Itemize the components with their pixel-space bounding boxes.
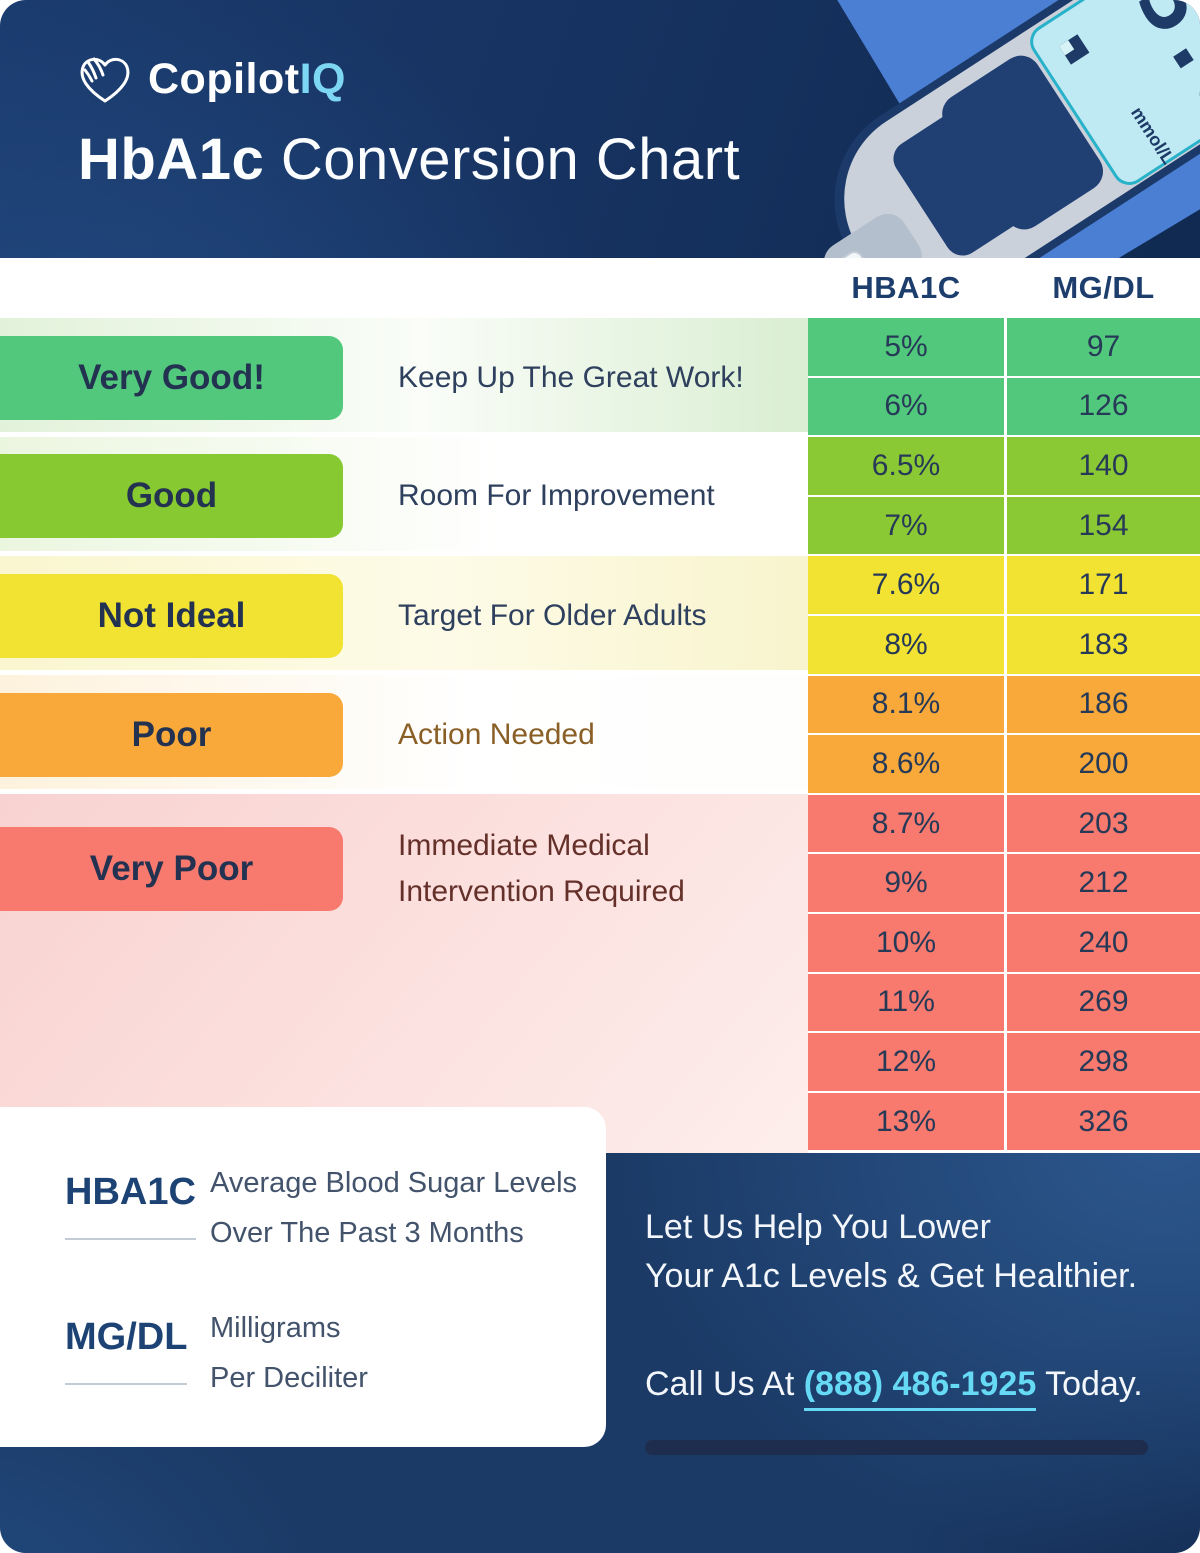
conversion-table: 5% 97 6% 126 6.5% 140 7% 154 7.6% 171 8% 183 8… (808, 318, 1200, 1153)
table-row: 12% 298 (808, 1033, 1200, 1091)
hba1c-value: 8.7% (808, 794, 1004, 853)
mgdl-value: 140 (1007, 437, 1200, 495)
table-row: 8% 183 (808, 615, 1200, 674)
hba1c-value: 11% (808, 973, 1004, 1032)
mgdl-value: 154 (1007, 496, 1200, 555)
call-suffix: Today. (1036, 1365, 1143, 1403)
call-line: Call Us At (888) 486-1925 Today. (645, 1365, 1143, 1411)
legend-term-hba1c: HBA1C (65, 1172, 196, 1240)
tier-description-good: Room For Improvement (398, 479, 715, 512)
hba1c-value: 8.6% (808, 735, 1004, 793)
table-row: 7% 154 (808, 496, 1200, 555)
table-row: 13% 326 (808, 1092, 1200, 1151)
mgdl-value: 269 (1007, 973, 1200, 1032)
column-header-mgdl: MG/DL (1007, 258, 1200, 318)
glucose-meter-illustration: 5.8 mmol/L (724, 0, 1200, 258)
table-row: 11% 269 (808, 973, 1200, 1032)
legend-term-mgdl: MG/DL (65, 1317, 188, 1385)
tier-description-not-ideal: Target For Older Adults (398, 599, 707, 632)
tier-badge-very-poor: Very Poor (0, 827, 343, 911)
mgdl-value: 183 (1007, 615, 1200, 674)
table-row: 7.6% 171 (808, 556, 1200, 614)
phone-number-link[interactable]: (888) 486-1925 (803, 1365, 1037, 1411)
page-title-bold: HbA1c (78, 127, 265, 192)
hba1c-value: 7% (808, 496, 1004, 555)
brand-name: CopilotIQ (148, 55, 346, 104)
tier-description-poor: Action Needed (398, 718, 595, 751)
tier-badge-poor: Poor (0, 693, 343, 777)
legend-card: HBA1C Average Blood Sugar Levels Over Th… (0, 1107, 606, 1447)
hba1c-value: 6.5% (808, 437, 1004, 495)
table-row: 10% 240 (808, 913, 1200, 972)
page-title-rest: Conversion Chart (264, 127, 741, 192)
mgdl-value: 298 (1007, 1033, 1200, 1091)
mgdl-value: 171 (1007, 556, 1200, 614)
tier-description-very-poor: Immediate Medical Intervention Required (398, 829, 685, 908)
legend-definition-mgdl: Milligrams Per Deciliter (210, 1312, 368, 1394)
call-prefix: Call Us At (645, 1365, 804, 1403)
hba1c-value: 10% (808, 913, 1004, 972)
mgdl-value: 212 (1007, 854, 1200, 912)
table-row: 5% 97 (808, 318, 1200, 376)
cta-text: Let Us Help You Lower Your A1c Levels & … (645, 1203, 1137, 1301)
tier-badge-very-good: Very Good! (0, 336, 343, 420)
hba1c-value: 13% (808, 1092, 1004, 1151)
tier-badge-not-ideal: Not Ideal (0, 574, 343, 658)
table-row: 8.1% 186 (808, 675, 1200, 734)
hba1c-value: 6% (808, 377, 1004, 436)
heart-logo-icon (80, 57, 130, 103)
mgdl-value: 203 (1007, 794, 1200, 853)
hba1c-value: 8% (808, 615, 1004, 674)
hba1c-value: 5% (808, 318, 1004, 376)
hba1c-value: 9% (808, 854, 1004, 912)
legend-definition-hba1c: Average Blood Sugar Levels Over The Past… (210, 1167, 578, 1249)
table-row: 6% 126 (808, 377, 1200, 436)
mgdl-value: 326 (1007, 1092, 1200, 1151)
brand-name-primary: Copilot (148, 54, 300, 103)
mgdl-value: 186 (1007, 675, 1200, 734)
mgdl-value: 200 (1007, 735, 1200, 793)
column-header-hba1c: HBA1C (808, 258, 1004, 318)
cta-line-2: Your A1c Levels & Get Healthier. (645, 1257, 1138, 1295)
page-title: HbA1c Conversion Chart (78, 126, 740, 193)
table-row: 8.6% 200 (808, 735, 1200, 793)
hba1c-value: 7.6% (808, 556, 1004, 614)
tier-description-very-good: Keep Up The Great Work! (398, 361, 744, 394)
brand-logo: CopilotIQ (76, 52, 346, 106)
hba1c-value: 12% (808, 1033, 1004, 1091)
table-row: 9% 212 (808, 854, 1200, 912)
tier-badge-good: Good (0, 454, 343, 538)
footer-divider-bar (645, 1440, 1148, 1455)
mgdl-value: 240 (1007, 913, 1200, 972)
cta-line-1: Let Us Help You Lower (645, 1208, 991, 1246)
mgdl-value: 126 (1007, 377, 1200, 436)
hba1c-value: 8.1% (808, 675, 1004, 734)
table-row: 8.7% 203 (808, 794, 1200, 853)
brand-name-secondary: IQ (299, 54, 346, 103)
mgdl-value: 97 (1007, 318, 1200, 376)
header: 5.8 mmol/L CopilotIQ HbA1c Conversion Ch… (0, 0, 1200, 258)
table-row: 6.5% 140 (808, 437, 1200, 495)
